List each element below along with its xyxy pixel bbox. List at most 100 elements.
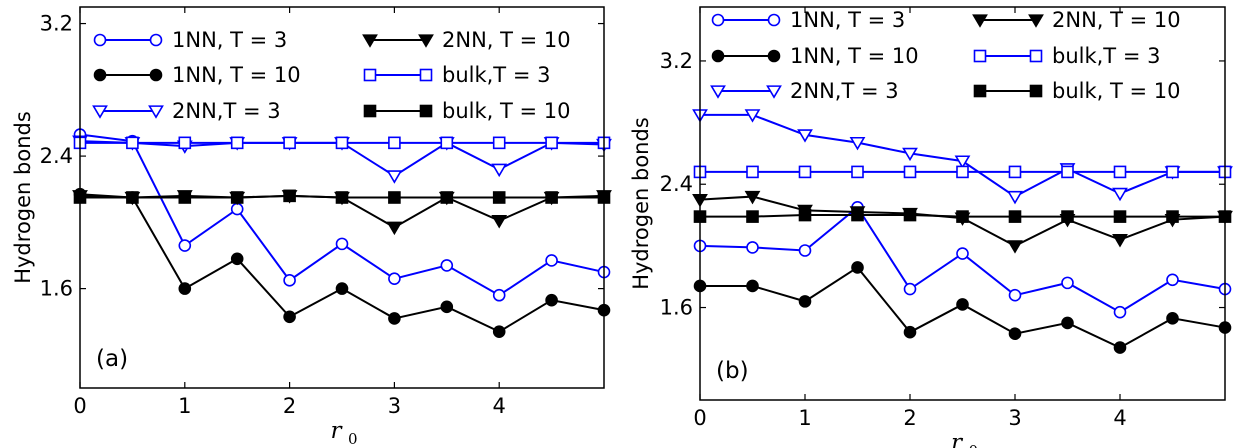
data-point	[954, 155, 971, 169]
data-point	[746, 241, 759, 254]
legend-marker	[148, 105, 164, 119]
data-point	[746, 210, 759, 223]
legend-entry-2: 1NN, T = 10	[93, 63, 301, 87]
legend-label: 1NN, T = 10	[790, 44, 919, 68]
data-point	[440, 259, 454, 272]
series-line-2	[79, 193, 605, 333]
legend-label: 1NN, T = 3	[172, 28, 287, 52]
legend-label: 2NN,T = 3	[790, 79, 899, 103]
data-point	[491, 163, 508, 178]
legend-marker	[363, 104, 377, 118]
x-axis-label-subscript: 0	[348, 430, 358, 448]
data-point	[545, 293, 558, 307]
data-point	[440, 136, 454, 150]
data-point	[746, 279, 759, 293]
data-point	[178, 282, 192, 295]
data-point	[1008, 327, 1022, 341]
legend-marker	[972, 14, 988, 28]
x-tick-label: 4	[1113, 406, 1126, 430]
legend-marker	[1029, 49, 1043, 63]
data-point	[492, 288, 506, 302]
data-point	[851, 165, 864, 179]
data-point	[956, 298, 969, 311]
x-tick-label: 1	[178, 394, 191, 418]
legend-marker	[93, 68, 107, 82]
legend-entry-5: bulk,T = 3	[363, 63, 550, 87]
data-point	[178, 136, 192, 150]
data-point	[230, 136, 244, 150]
legend-marker	[973, 84, 987, 98]
data-point	[744, 190, 761, 205]
y-tick-label: 3.2	[40, 12, 73, 36]
data-point	[335, 237, 349, 251]
legend-label: 2NN, T = 10	[442, 28, 571, 52]
data-point	[1008, 210, 1022, 223]
series-line-1	[79, 133, 605, 297]
legend-entry-3: 2NN,T = 3	[92, 99, 281, 123]
data-point	[1166, 312, 1179, 325]
x-tick-label: 0	[693, 406, 706, 430]
data-point	[545, 191, 558, 204]
data-point	[386, 221, 403, 236]
data-point	[230, 191, 244, 204]
data-point	[797, 129, 813, 143]
data-point	[491, 215, 508, 229]
legend-marker	[363, 68, 377, 82]
data-point	[1008, 165, 1022, 179]
data-point	[545, 136, 558, 150]
data-point	[798, 165, 812, 179]
x-axis-label: r	[951, 430, 964, 448]
legend-marker	[766, 85, 782, 99]
data-point	[1008, 288, 1022, 302]
legend-label: bulk, T = 10	[442, 99, 570, 123]
data-point	[1007, 240, 1023, 254]
legend-marker	[767, 13, 781, 27]
data-point	[746, 165, 759, 179]
data-point	[1166, 210, 1179, 223]
panel-label: (b)	[716, 358, 749, 384]
legend-marker	[711, 13, 725, 27]
legend: 1NN, T = 3 1NN, T = 10 2NN,T = 3 2NN, T = 1…	[92, 28, 571, 123]
legend-marker	[1028, 14, 1044, 28]
data-point	[903, 208, 917, 222]
data-point	[1112, 234, 1128, 248]
data-point	[335, 136, 349, 150]
legend-label: 2NN, T = 10	[1052, 8, 1181, 32]
data-point	[492, 191, 506, 204]
legend-entry-6: bulk, T = 10	[973, 79, 1180, 103]
x-tick-label: 3	[1008, 406, 1021, 430]
data-point	[386, 170, 403, 184]
legend-label: bulk,T = 3	[442, 63, 550, 87]
legend-label: 1NN, T = 10	[172, 63, 301, 87]
x-axis-label: r	[331, 418, 344, 444]
legend-marker	[149, 68, 163, 82]
x-tick-label: 1	[798, 406, 811, 430]
legend-entry-4: 2NN, T = 10	[362, 28, 571, 52]
legend-entry-6: bulk, T = 10	[363, 99, 570, 123]
data-point	[388, 312, 401, 325]
y-axis-label: Hydrogen bonds	[629, 117, 653, 290]
data-point	[126, 136, 139, 150]
data-point	[126, 191, 139, 204]
data-point	[178, 191, 192, 204]
y-tick-label: 3.2	[660, 49, 693, 73]
legend-marker	[711, 49, 725, 63]
data-point	[798, 295, 812, 308]
data-point	[798, 208, 812, 222]
legend-marker	[710, 85, 726, 99]
legend-marker	[767, 49, 781, 63]
data-point	[851, 261, 864, 274]
plot-frame	[79, 6, 605, 389]
legend-label: bulk,T = 3	[1052, 44, 1160, 68]
legend-entry-3: 2NN,T = 3	[710, 79, 899, 103]
data-point	[902, 147, 918, 162]
legend-marker	[419, 104, 433, 118]
data-point	[545, 254, 558, 267]
data-point	[283, 310, 296, 324]
data-point	[903, 325, 917, 339]
legend-marker	[93, 33, 107, 47]
plot-frame	[699, 6, 1226, 401]
x-axis-label-subscript: 0	[969, 442, 979, 448]
data-point	[335, 191, 349, 204]
